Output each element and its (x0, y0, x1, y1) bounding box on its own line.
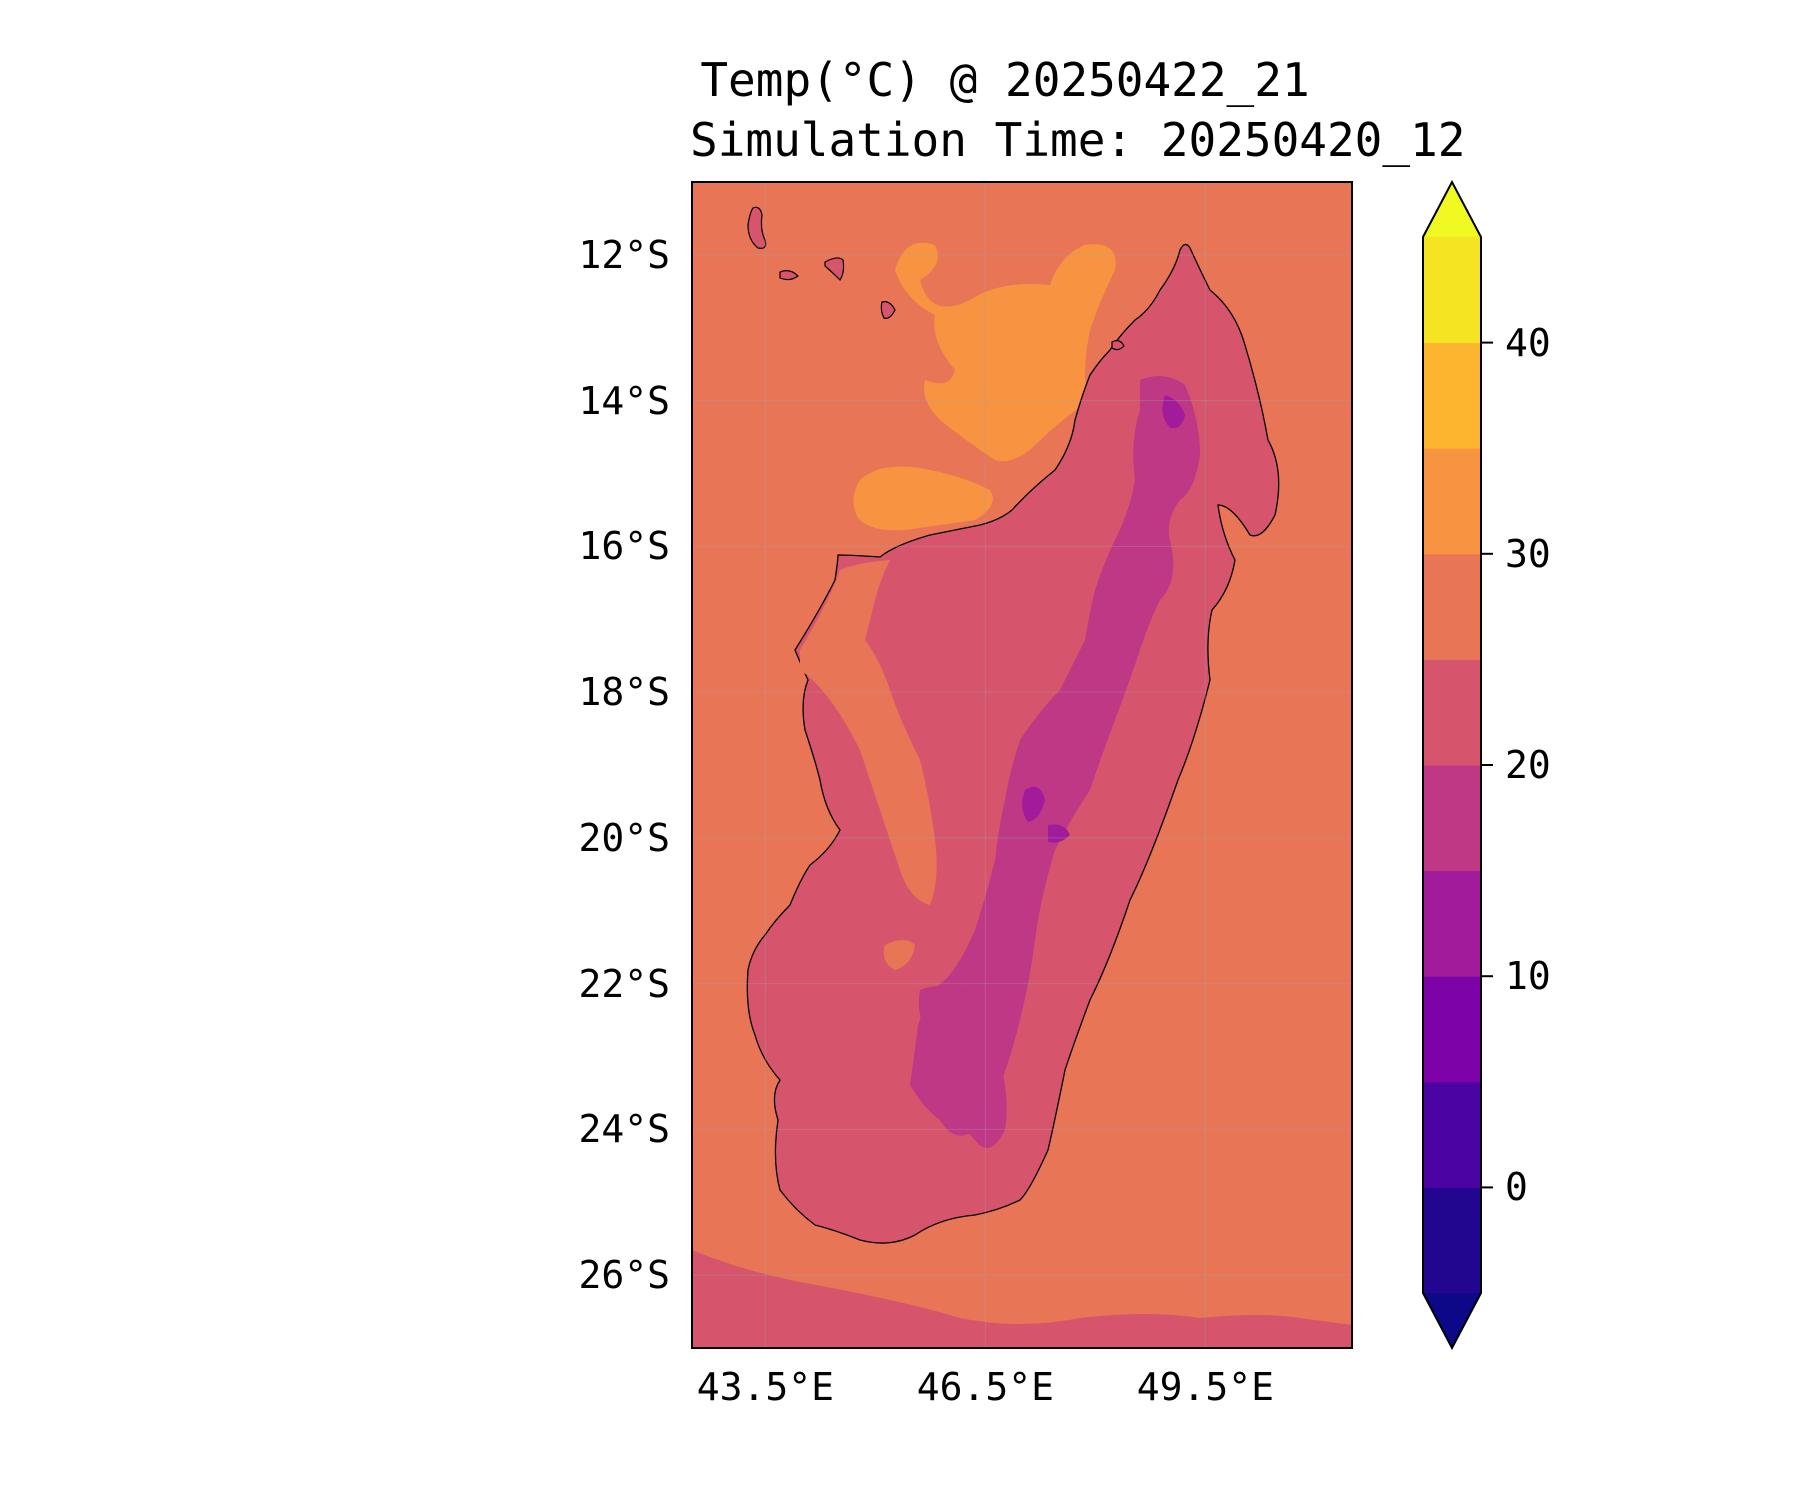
lat-tick-label: 26°S (578, 1253, 670, 1298)
island-north-madagascar (1111, 340, 1125, 351)
colorbar-tick-label: 0 (1505, 1165, 1528, 1210)
colorbar (1422, 179, 1493, 1351)
colorbar-outline (1422, 179, 1482, 1351)
colorbar-level (1423, 1187, 1481, 1294)
highland-band (910, 376, 1200, 1136)
colorbar-level (1423, 765, 1481, 872)
island-grande-comore (747, 206, 767, 249)
colorbar-tick-label: 40 (1505, 320, 1551, 365)
highland-south (918, 986, 1007, 1148)
colorbar-tick-label: 30 (1505, 531, 1551, 576)
colorbar-tick-label: 20 (1505, 743, 1551, 787)
colorbar-level (1423, 237, 1481, 344)
lon-tick-label: 46.5°E (916, 1365, 1054, 1409)
peak-north (1162, 395, 1185, 429)
map-frame (691, 181, 1353, 1349)
lat-tick-label: 18°S (578, 670, 670, 715)
warm-land-west (800, 560, 937, 905)
lat-tick-label: 12°S (578, 232, 670, 277)
lat-tick-label: 24°S (578, 1107, 670, 1152)
colorbar-level (1423, 553, 1481, 660)
colorbar-level (1423, 448, 1481, 555)
warm-sea-patch-west (853, 466, 993, 531)
colorbar-level (1423, 659, 1481, 766)
colorbar-under-arrow (1423, 1293, 1481, 1348)
island-anjouan (824, 257, 845, 281)
gridlines (692, 182, 1352, 1348)
cool-sea-band-south (692, 1250, 1352, 1348)
colorbar-level (1423, 976, 1481, 1083)
lon-tick-label: 43.5°E (696, 1365, 834, 1409)
peak-central-south (1048, 824, 1070, 843)
map-title-line1: Temp(°C) @ 20250422_21 (700, 53, 1310, 107)
colorbar-level (1423, 870, 1481, 977)
warm-land-southwest (883, 940, 915, 970)
lat-tick-label: 22°S (578, 961, 670, 1006)
island-moheli (779, 270, 799, 281)
lat-tick-label: 14°S (578, 378, 670, 423)
colorbar-level (1423, 1081, 1481, 1188)
lat-tick-label: 16°S (578, 524, 670, 569)
lat-tick-label: 20°S (578, 815, 670, 860)
colorbar-over-arrow (1423, 182, 1481, 237)
island-mayotte (880, 301, 896, 319)
lon-tick-label: 49.5°E (1136, 1365, 1274, 1409)
peak-central (1022, 786, 1045, 822)
colorbar-level (1423, 342, 1481, 449)
colorbar-tick-label: 10 (1505, 954, 1551, 999)
warm-sea-patch-north (895, 242, 1116, 462)
map-field (692, 182, 1352, 1348)
